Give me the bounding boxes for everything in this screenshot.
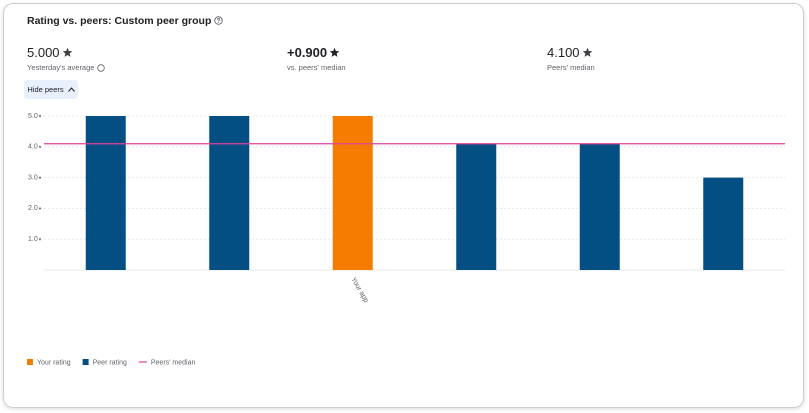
help-icon[interactable] [97, 63, 106, 72]
stat: +0.900 vs. peers' median [287, 45, 346, 72]
bar [703, 177, 744, 270]
tick-star [38, 206, 42, 210]
stat-label: Peers' median [547, 63, 595, 72]
y-tick-label: 1.0 [28, 236, 38, 243]
button-text: Hide peers [27, 85, 64, 94]
help-icon[interactable] [214, 16, 224, 25]
bar [456, 143, 497, 270]
tick-star [38, 145, 42, 149]
hide-peers-button[interactable]: Hide peers [24, 80, 78, 99]
bar [209, 116, 250, 270]
card [3, 3, 804, 408]
y-tick-label: 2.0 [28, 205, 38, 212]
stat-label: vs. peers' median [287, 63, 346, 72]
tick-star [38, 237, 42, 241]
tick-star [38, 114, 42, 118]
legend-label: Peers' median [151, 359, 196, 366]
x-tick-label: Your app [349, 276, 369, 304]
star-icon [582, 47, 592, 57]
stat-label: Yesterday's average [27, 63, 95, 72]
title-text: Rating vs. peers: Custom peer group [27, 15, 212, 27]
stat-value: +0.900 [287, 45, 328, 60]
stat: 4.100 Peers' median [547, 45, 595, 72]
stat-value: 5.000 [27, 45, 60, 60]
bar [579, 143, 620, 270]
y-tick-label: 5.0 [28, 113, 38, 120]
bar [85, 116, 126, 270]
legend-swatch [82, 359, 89, 365]
card-title: Rating vs. peers: Custom peer group [27, 15, 224, 27]
legend-label: Peer rating [93, 359, 127, 366]
tick-star [38, 176, 42, 179]
stat-value: 4.100 [547, 45, 580, 60]
star-icon [62, 47, 72, 57]
y-tick-label: 4.0 [28, 144, 38, 151]
legend-label: Your rating [37, 359, 71, 366]
star-icon [329, 47, 340, 57]
bar [332, 116, 373, 270]
legend-swatch [27, 359, 33, 365]
y-tick-label: 3.0 [28, 174, 38, 181]
chevron-icon [67, 87, 75, 92]
stat: 5.000 Yesterday's average [27, 45, 106, 72]
